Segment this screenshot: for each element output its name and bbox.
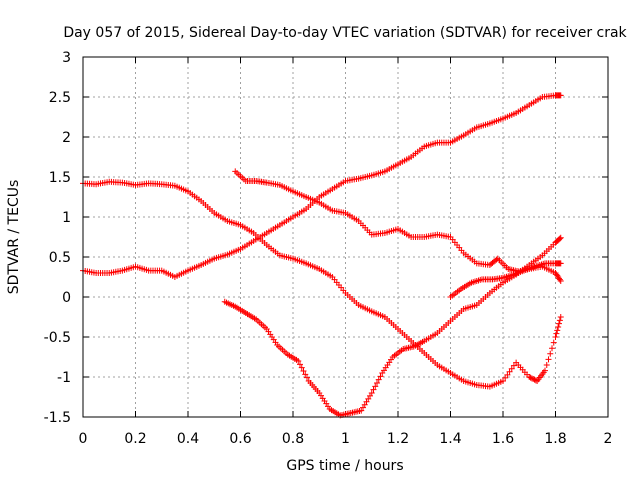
data-point bbox=[545, 356, 552, 363]
data-point bbox=[300, 368, 307, 374]
x-tick-label: 1.8 bbox=[544, 431, 566, 447]
data-point bbox=[368, 390, 375, 396]
data-point bbox=[555, 324, 562, 330]
y-tick-label: 1.5 bbox=[49, 170, 71, 186]
data-point bbox=[298, 364, 305, 371]
y-tick-label: -1.5 bbox=[44, 410, 71, 426]
data-point bbox=[504, 371, 511, 378]
data-point bbox=[375, 376, 382, 383]
y-tick-label: 0.5 bbox=[49, 250, 71, 266]
data-point bbox=[542, 367, 548, 374]
data-point bbox=[552, 334, 559, 340]
data-point bbox=[556, 320, 562, 327]
data-point bbox=[526, 374, 533, 380]
data-point bbox=[510, 362, 517, 369]
x-tick-label: 0 bbox=[79, 431, 88, 447]
data-point bbox=[553, 330, 560, 337]
grid bbox=[83, 57, 608, 417]
data-point bbox=[370, 386, 377, 393]
data-point bbox=[550, 339, 557, 346]
y-tick-labels: -1.5 -1 -0.5 0 0.5 1 1.5 2 2.5 3 bbox=[44, 50, 71, 426]
data-point bbox=[304, 374, 310, 381]
x-tick-label: 0.8 bbox=[282, 431, 304, 447]
data-point bbox=[297, 361, 303, 368]
x-tick-label: 1.2 bbox=[387, 431, 409, 447]
y-tick-label: -1 bbox=[57, 370, 71, 386]
data-point bbox=[377, 373, 384, 380]
data-point bbox=[556, 317, 563, 324]
x-axis-label: GPS time / hours bbox=[286, 458, 403, 474]
y-tick-label: -0.5 bbox=[44, 330, 71, 346]
data-point bbox=[554, 327, 561, 334]
y-tick-label: 2.5 bbox=[49, 90, 71, 106]
data-point bbox=[527, 374, 534, 381]
data-point bbox=[374, 380, 380, 386]
data-point bbox=[556, 276, 563, 283]
data-point bbox=[372, 383, 379, 390]
series-track-2 bbox=[80, 92, 564, 280]
data-point bbox=[557, 92, 564, 99]
y-tick-label: 2 bbox=[62, 130, 71, 146]
data-point bbox=[557, 314, 564, 320]
data-point bbox=[549, 345, 555, 352]
data-points bbox=[80, 92, 564, 419]
data-point bbox=[530, 376, 537, 382]
x-tick-label: 1.6 bbox=[492, 431, 514, 447]
data-point bbox=[295, 358, 302, 364]
x-tick-label: 1 bbox=[341, 431, 350, 447]
y-tick-label: 0 bbox=[62, 290, 71, 306]
data-point bbox=[547, 350, 554, 357]
data-point bbox=[528, 375, 535, 382]
y-tick-label: 1 bbox=[62, 210, 71, 226]
x-tick-label: 1.4 bbox=[439, 431, 461, 447]
data-point bbox=[493, 256, 500, 263]
data-point bbox=[543, 362, 550, 368]
data-point bbox=[506, 368, 513, 375]
data-point bbox=[532, 377, 539, 384]
plot-frame bbox=[82, 56, 609, 418]
series-track-1 bbox=[80, 178, 564, 390]
x-tick-label: 0.6 bbox=[229, 431, 251, 447]
x-tick-labels: 0 0.2 0.4 0.6 0.8 1 1.2 1.4 1.6 1.8 2 bbox=[79, 431, 613, 447]
data-point bbox=[557, 234, 564, 241]
chart-title: Day 057 of 2015, Sidereal Day-to-day VTE… bbox=[63, 25, 627, 41]
data-point bbox=[500, 378, 506, 384]
x-tick-label: 2 bbox=[604, 431, 613, 447]
x-tick-label: 0.2 bbox=[124, 431, 146, 447]
data-point bbox=[556, 235, 563, 242]
series-track-4 bbox=[221, 234, 564, 419]
y-axis-label: SDTVAR / TECUs bbox=[6, 180, 22, 295]
data-point bbox=[557, 260, 564, 267]
data-point bbox=[502, 374, 509, 381]
data-point bbox=[302, 371, 309, 378]
y-tick-label: 3 bbox=[62, 50, 71, 66]
x-tick-label: 0.4 bbox=[177, 431, 199, 447]
data-point bbox=[557, 278, 564, 284]
data-point bbox=[508, 365, 515, 372]
series-track-5 bbox=[447, 260, 564, 300]
